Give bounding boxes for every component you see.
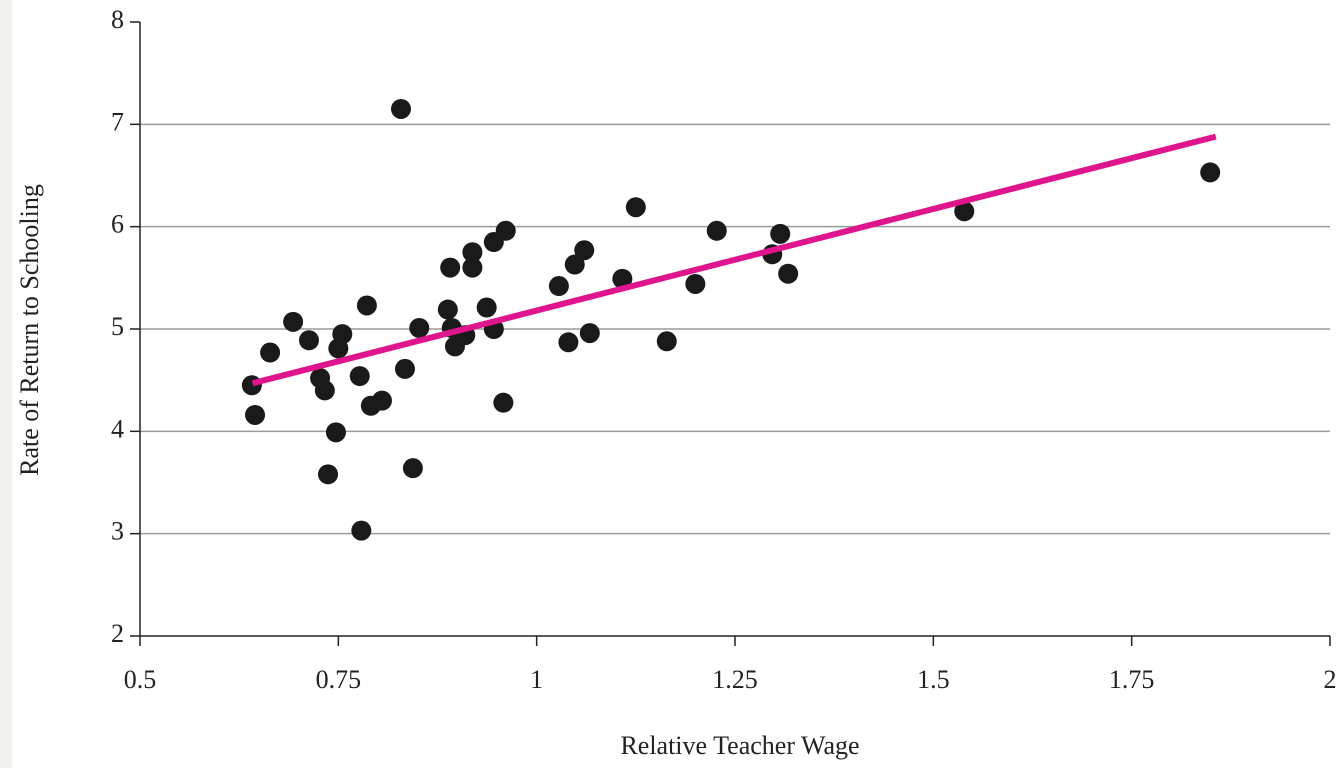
point bbox=[241, 375, 262, 396]
point bbox=[706, 220, 727, 241]
point bbox=[440, 257, 461, 278]
point bbox=[260, 342, 281, 363]
point bbox=[245, 404, 266, 425]
y-tick-label: 8 bbox=[111, 5, 124, 34]
point bbox=[612, 268, 633, 289]
point bbox=[476, 297, 497, 318]
point bbox=[356, 295, 377, 316]
point bbox=[462, 242, 483, 263]
point bbox=[579, 323, 600, 344]
x-tick-label: 1.75 bbox=[1109, 665, 1155, 694]
point bbox=[437, 299, 458, 320]
y-tick-label: 2 bbox=[111, 619, 124, 648]
point bbox=[574, 240, 595, 261]
x-tick-label: 0.5 bbox=[124, 665, 157, 694]
point bbox=[325, 422, 346, 443]
point bbox=[548, 276, 569, 297]
point bbox=[332, 324, 353, 345]
point bbox=[656, 331, 677, 352]
point bbox=[351, 520, 372, 541]
y-tick-label: 4 bbox=[111, 414, 124, 443]
point bbox=[685, 273, 706, 294]
y-tick-label: 3 bbox=[111, 517, 124, 546]
point bbox=[371, 390, 392, 411]
point bbox=[558, 332, 579, 353]
point bbox=[314, 380, 335, 401]
point bbox=[564, 254, 585, 275]
point bbox=[391, 98, 412, 119]
point bbox=[283, 311, 304, 332]
y-tick-label: 6 bbox=[111, 210, 124, 239]
x-tick-label: 0.75 bbox=[316, 665, 362, 694]
point bbox=[770, 223, 791, 244]
point bbox=[495, 220, 516, 241]
point bbox=[778, 263, 799, 284]
y-axis-label: Rate of Return to Schooling bbox=[15, 184, 44, 476]
point bbox=[625, 197, 646, 218]
point bbox=[298, 330, 319, 351]
point bbox=[462, 257, 483, 278]
point bbox=[1200, 162, 1221, 183]
x-tick-label: 1.25 bbox=[712, 665, 758, 694]
point bbox=[349, 366, 370, 387]
trend-line bbox=[251, 133, 1217, 387]
margin-strip bbox=[0, 0, 12, 768]
x-tick-label: 1.5 bbox=[917, 665, 950, 694]
x-tick-label: 2 bbox=[1324, 665, 1337, 694]
x-axis-label: Relative Teacher Wage bbox=[620, 731, 859, 760]
point bbox=[954, 201, 975, 222]
point bbox=[318, 464, 339, 485]
y-tick-label: 5 bbox=[111, 312, 124, 341]
point bbox=[493, 392, 514, 413]
point bbox=[402, 458, 423, 479]
point bbox=[409, 317, 430, 338]
point bbox=[394, 358, 415, 379]
y-tick-label: 7 bbox=[111, 107, 124, 136]
x-tick-label: 1 bbox=[530, 665, 543, 694]
